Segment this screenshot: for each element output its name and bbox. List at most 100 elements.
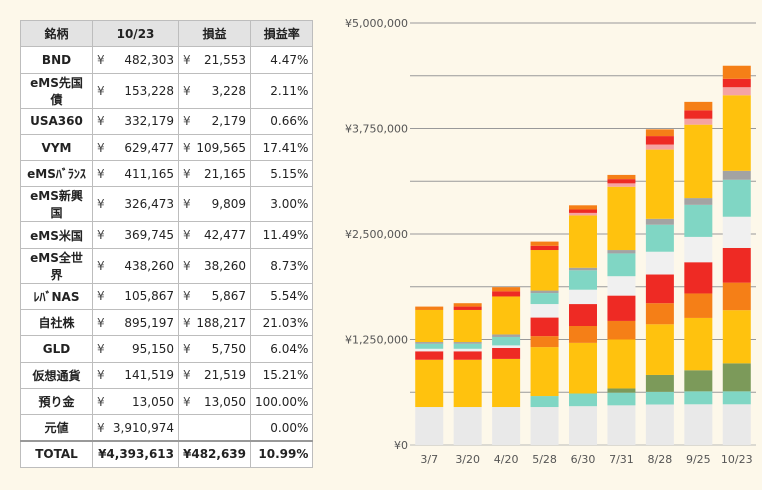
bar-segment: [684, 204, 713, 237]
bar-segment: [530, 293, 559, 305]
bar-segment: [684, 110, 713, 119]
currency-symbol: ¥: [183, 140, 191, 155]
header-rate: 損益率: [250, 19, 314, 48]
currency-symbol: ¥: [97, 394, 105, 409]
bar-segment: [607, 253, 636, 277]
cell-amount-value: 482,303: [124, 52, 174, 67]
bar-segment: [492, 345, 521, 348]
currency-symbol: ¥: [183, 368, 191, 383]
cell-amount: ¥95,150: [92, 335, 179, 363]
table-row: ﾚﾊﾞNAS ¥105,867 ¥5,867 5.54%: [20, 282, 314, 311]
currency-symbol: ¥: [97, 140, 105, 155]
x-tick-label: 5/28: [532, 453, 557, 466]
table-row: BND ¥482,303 ¥21,553 4.47%: [20, 46, 314, 74]
bar-segment: [569, 205, 597, 210]
bar-segment: [722, 282, 751, 311]
currency-symbol: ¥: [97, 228, 105, 243]
bar-segment: [415, 342, 444, 344]
bar-segment: [684, 391, 713, 405]
bar-segment: [569, 393, 597, 407]
cell-name: eMS全世界: [20, 247, 93, 284]
currency-symbol: ¥: [183, 342, 191, 357]
bar-segment: [684, 317, 713, 371]
holdings-table: 銘柄 10/23 損益 損益率 BND ¥482,303 ¥21,553 4.47% e…: [20, 19, 314, 468]
x-tick-label: 6/30: [571, 453, 596, 466]
cell-name: eMS先国債: [20, 72, 93, 109]
cell-name: 元値: [20, 414, 93, 442]
bar-segment: [722, 170, 751, 180]
cell-pl: ¥5,750: [177, 335, 252, 363]
cell-rate: 15.21%: [250, 361, 314, 389]
currency-symbol: ¥: [183, 197, 191, 212]
bar-segment: [645, 129, 674, 137]
cell-pl-value: 21,165: [204, 166, 247, 181]
currency-symbol: ¥: [97, 342, 105, 357]
cell-pl-value: 2,179: [211, 114, 247, 129]
cell-rate: 8.73%: [250, 247, 314, 284]
y-tick-label: ¥3,750,000: [345, 123, 408, 136]
bar-segment: [530, 396, 559, 408]
bar-segment: [492, 334, 521, 337]
bar-segment: [530, 245, 559, 251]
currency-symbol: ¥: [183, 394, 191, 409]
stacked-bar-chart: ¥0 ¥1,250,000 ¥2,500,000 ¥3,750,000 ¥5,000,0…: [345, 17, 756, 466]
cell-amount: ¥3,910,974: [92, 414, 179, 442]
table-row: eMS新興国 ¥326,473 ¥9,809 3.00%: [20, 186, 314, 223]
cell-pl-value: 13,050: [204, 394, 247, 409]
y-tick-label: ¥0: [394, 439, 408, 452]
bar-segment: [569, 267, 597, 271]
cell-pl-value: 5,867: [211, 289, 247, 304]
header-pl: 損益: [177, 19, 252, 48]
table-row: eMSﾊﾞﾗﾝｽ ¥411,165 ¥21,165 5.15%: [20, 160, 314, 188]
cell-rate: 2.11%: [250, 72, 314, 109]
total-row: TOTAL ¥4,393,613 ¥482,639 10.99%: [20, 440, 314, 468]
cell-amount-value: 369,745: [124, 228, 174, 243]
cell-rate: 0.00%: [250, 414, 314, 442]
bar-segment: [645, 218, 674, 225]
cell-pl: ¥188,217: [177, 309, 252, 337]
currency-symbol: ¥: [97, 420, 105, 435]
currency-symbol: ¥: [97, 114, 105, 129]
cell-rate: 6.04%: [250, 335, 314, 363]
bar-segment: [722, 95, 751, 171]
bar-segment: [722, 179, 751, 217]
bar-segment: [722, 247, 751, 283]
cell-amount: ¥438,260: [92, 247, 179, 284]
cell-pl: ¥5,867: [177, 282, 252, 311]
cell-amount-value: 332,179: [124, 114, 174, 129]
cell-amount-value: 95,150: [132, 342, 174, 357]
cell-amount-value: 141,519: [124, 368, 174, 383]
cell-amount-value: 3,910,974: [112, 420, 174, 435]
bar-segment: [645, 374, 674, 392]
currency-symbol: ¥: [183, 228, 191, 243]
cell-pl: ¥42,477: [177, 221, 252, 249]
currency-symbol: ¥: [97, 258, 105, 273]
total-amount-value: ¥4,393,613: [98, 447, 174, 462]
bar-segment: [607, 174, 636, 180]
bar-segment: [415, 343, 444, 349]
bar-segment: [684, 370, 713, 392]
cell-amount-value: 326,473: [124, 197, 174, 212]
cell-pl-value: 21,519: [204, 368, 247, 383]
bar-segment: [569, 289, 597, 305]
bar-segment: [607, 186, 636, 251]
cell-amount-value: 105,867: [124, 289, 174, 304]
total-pl-value: ¥482,639: [183, 447, 247, 462]
cell-amount: ¥629,477: [92, 133, 179, 162]
cell-name: 自社株: [20, 309, 93, 337]
currency-symbol: ¥: [97, 52, 105, 67]
bar-segment: [569, 212, 597, 216]
currency-symbol: ¥: [183, 83, 191, 98]
x-tick-label: 7/31: [609, 453, 634, 466]
cell-rate: 5.15%: [250, 160, 314, 188]
cell-amount: ¥411,165: [92, 160, 179, 188]
cell-name: eMS米国: [20, 221, 93, 249]
currency-symbol: ¥: [183, 114, 191, 129]
table-row: 元値 ¥3,910,974 0.00%: [20, 414, 314, 442]
bar-segment: [684, 124, 713, 199]
table-row: GLD ¥95,150 ¥5,750 6.04%: [20, 335, 314, 363]
bar-segment: [684, 262, 713, 294]
bar-segment: [453, 342, 482, 344]
bar-segment: [684, 404, 713, 445]
x-tick-label: 3/7: [420, 453, 438, 466]
